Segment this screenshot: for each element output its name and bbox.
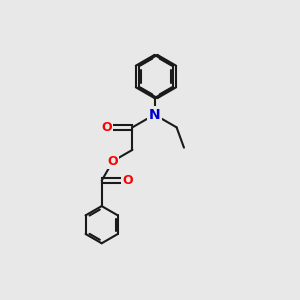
Text: O: O <box>108 154 118 168</box>
Text: N: N <box>149 108 160 122</box>
Text: O: O <box>122 174 133 187</box>
Text: O: O <box>102 121 112 134</box>
